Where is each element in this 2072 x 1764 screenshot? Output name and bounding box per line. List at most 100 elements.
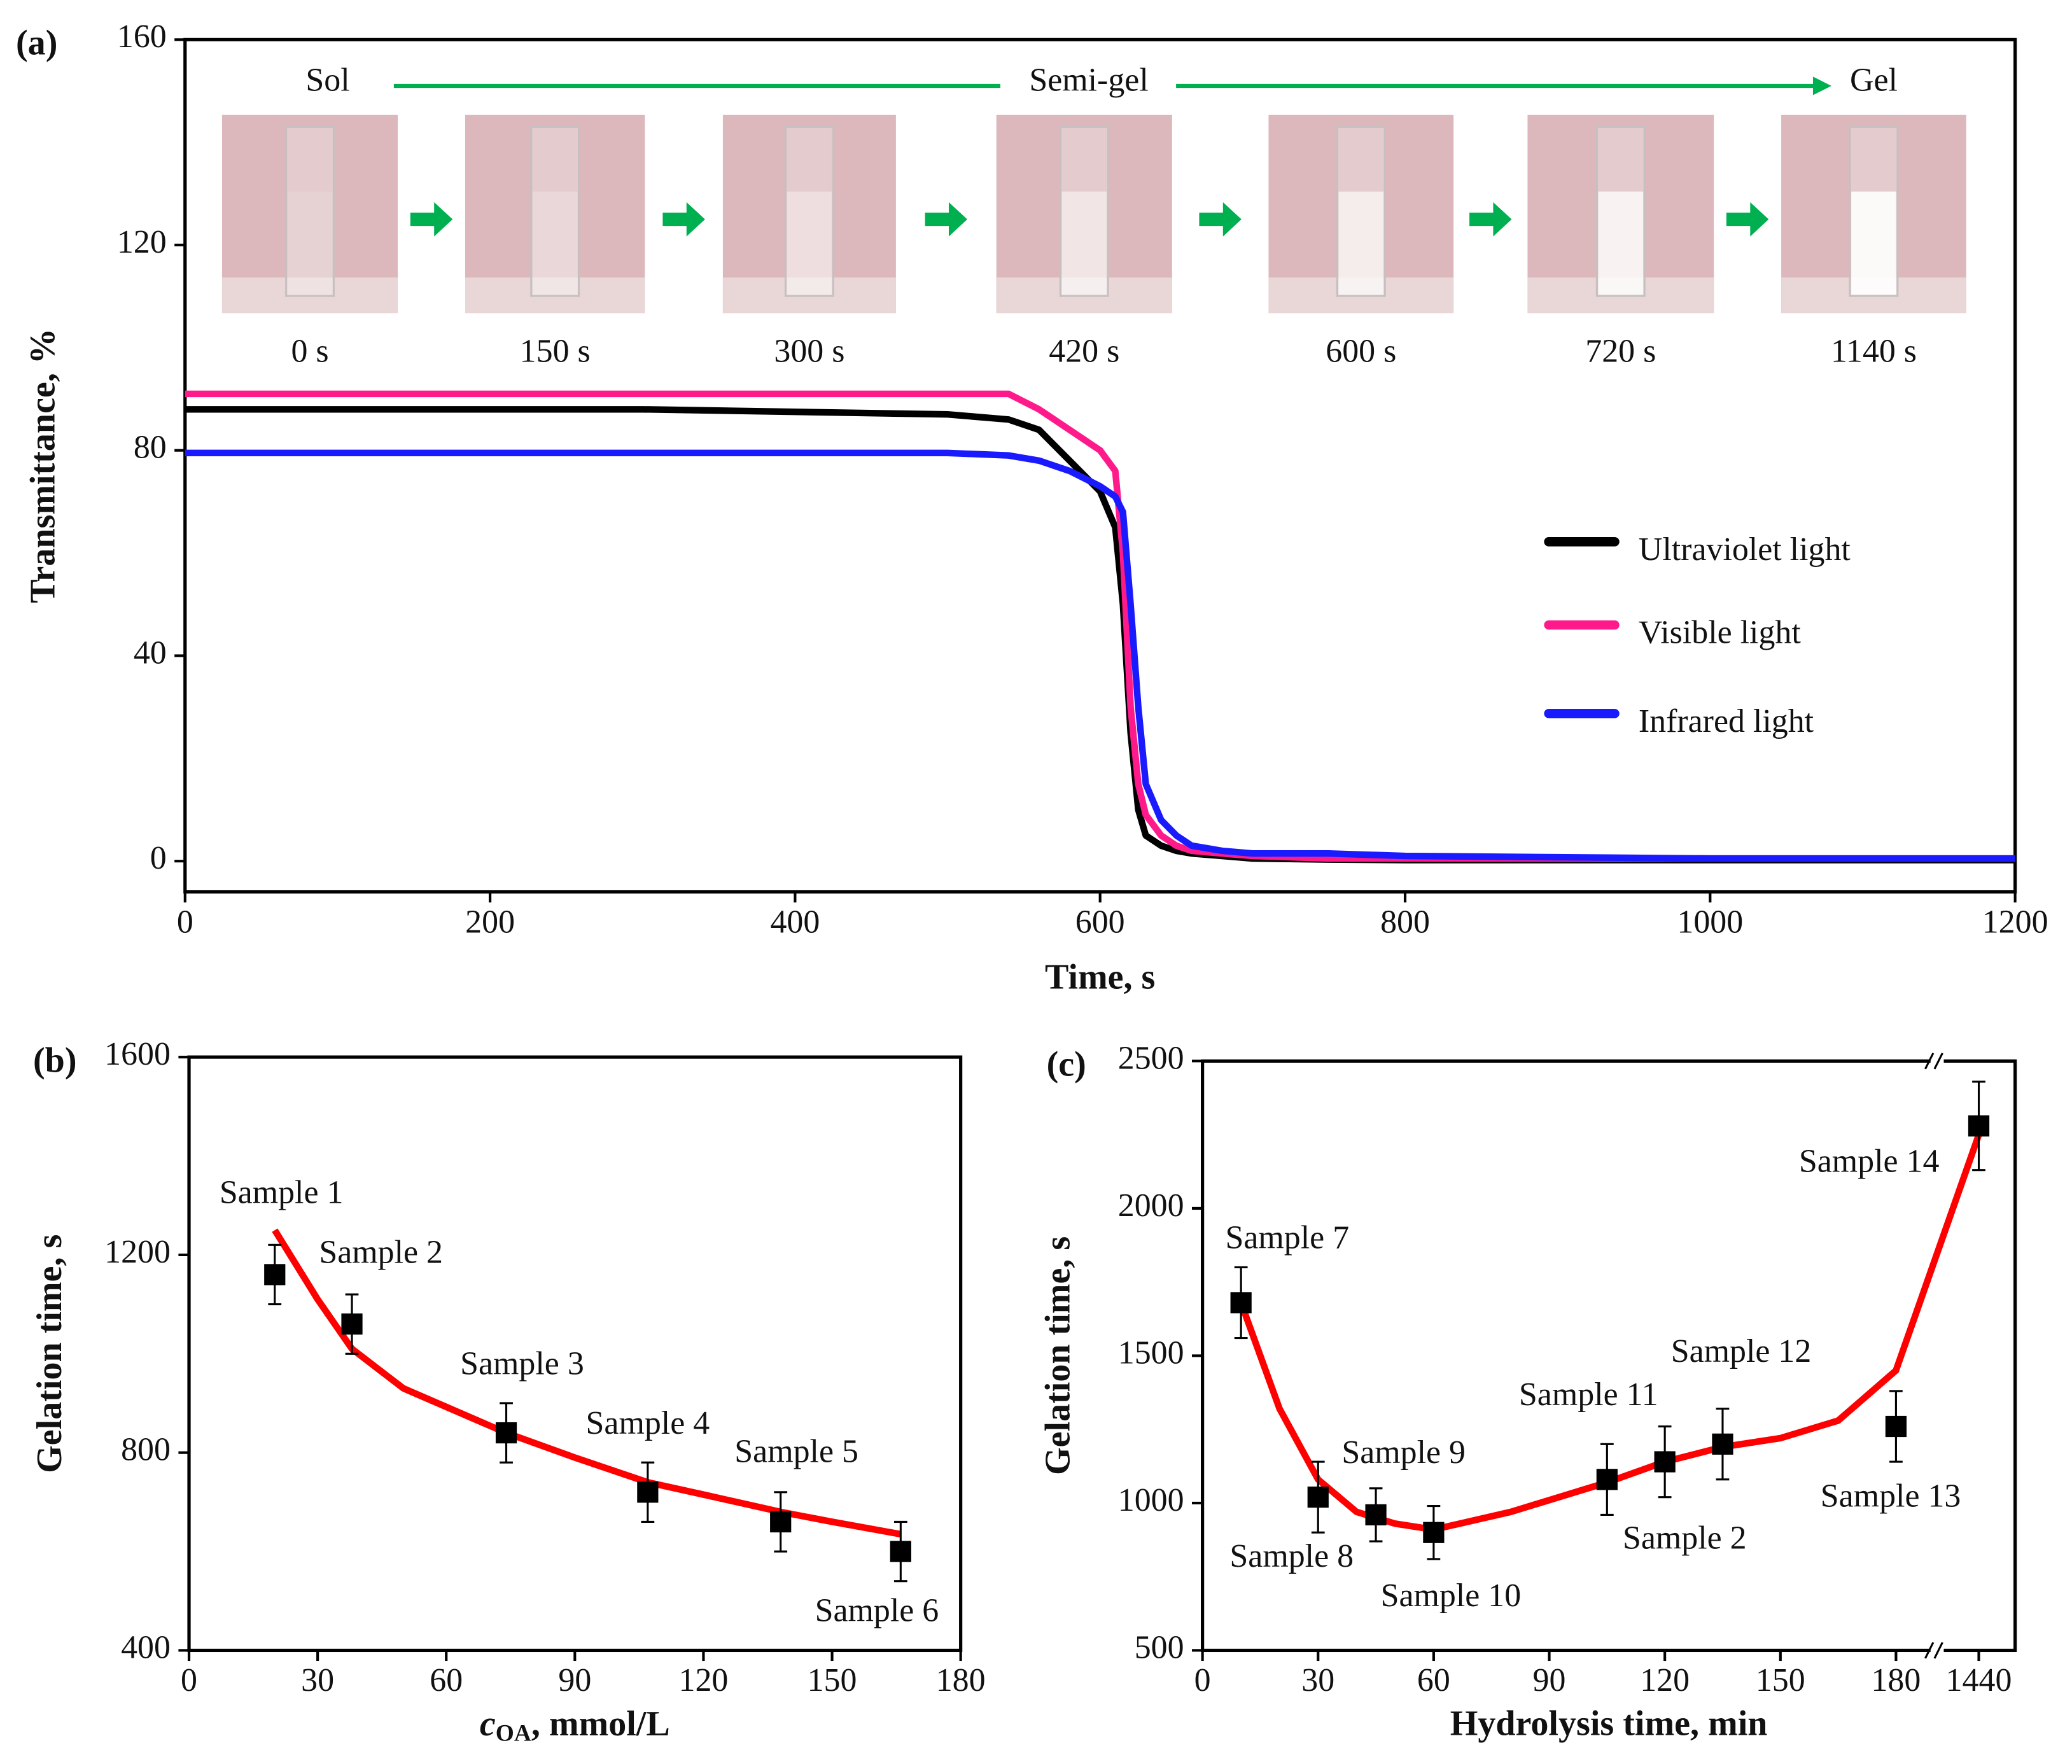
- x-tick-label: 60: [1417, 1662, 1450, 1698]
- y-tick-label: 0: [150, 840, 167, 876]
- x-tick-label: 150: [808, 1662, 857, 1698]
- sample-label: Sample 8: [1229, 1538, 1354, 1574]
- photo-arrow: [410, 202, 453, 237]
- sample-label: Sample 7: [1226, 1219, 1350, 1256]
- sample-label: Sample 3: [460, 1346, 584, 1382]
- x-tick-label: 0: [177, 904, 193, 940]
- y-axis-label: Transmittance, %: [24, 328, 63, 603]
- sample-label: Sample 14: [1799, 1143, 1940, 1179]
- photo-label: 720 s: [1585, 333, 1656, 369]
- photo-label: 300 s: [774, 333, 844, 369]
- photo-arrow: [925, 202, 968, 237]
- data-point: [495, 1422, 517, 1444]
- photo-arrow: [1469, 202, 1512, 237]
- data-point: [1968, 1115, 1990, 1137]
- y-tick-label: 2000: [1118, 1187, 1184, 1224]
- axis-break-mark: [1924, 1053, 1935, 1070]
- data-point: [637, 1481, 659, 1503]
- x-tick-label: 30: [301, 1662, 334, 1698]
- x-tick-label: 1200: [1982, 904, 2048, 940]
- sample-label: Sample 5: [734, 1433, 858, 1469]
- data-point: [1596, 1469, 1618, 1490]
- photo-label: 150 s: [520, 333, 591, 369]
- x-tick-label: 180: [1871, 1662, 1921, 1698]
- sample-label: Sample 2: [1623, 1520, 1747, 1557]
- x-tick-label: 60: [430, 1662, 463, 1698]
- y-tick-label: 400: [121, 1629, 171, 1665]
- x-tick-label: 90: [558, 1662, 591, 1698]
- photo-vial-content: [1061, 192, 1107, 295]
- panel-label: (c): [1047, 1045, 1086, 1084]
- data-point: [1423, 1522, 1445, 1543]
- x-axis-label: cOA, mmol/L: [480, 1704, 670, 1746]
- y-tick-label: 1500: [1118, 1334, 1184, 1371]
- sample-label: Sample 1: [220, 1174, 344, 1210]
- sample-label: Sample 12: [1671, 1333, 1812, 1369]
- y-tick-label: 500: [1135, 1629, 1184, 1665]
- photo-arrow: [1199, 202, 1242, 237]
- stage-arrow-head: [1812, 76, 1831, 95]
- y-axis-label: Gelation time, s: [1038, 1236, 1077, 1475]
- data-point: [1307, 1487, 1329, 1508]
- x-tick-label: 800: [1380, 904, 1430, 940]
- panel-label: (b): [33, 1040, 76, 1080]
- x-tick-label: 200: [465, 904, 515, 940]
- y-tick-label: 160: [117, 18, 167, 55]
- stage-label: Semi-gel: [1029, 62, 1148, 99]
- data-point: [1712, 1433, 1733, 1455]
- y-tick-label: 120: [117, 224, 167, 260]
- axis-break-mark: [1924, 1642, 1935, 1659]
- data-point: [890, 1541, 911, 1562]
- data-point: [770, 1511, 792, 1533]
- sample-label: Sample 6: [815, 1593, 939, 1629]
- data-point: [1365, 1504, 1387, 1526]
- stage-label: Sol: [305, 62, 349, 99]
- y-tick-label: 40: [134, 634, 167, 671]
- x-axis-unit: , mmol/L: [531, 1704, 670, 1744]
- photo-label: 1140 s: [1831, 333, 1917, 369]
- photo-vial-content: [1338, 192, 1384, 295]
- axis-break-mark: [1933, 1642, 1943, 1659]
- y-tick-label: 1600: [104, 1036, 171, 1072]
- stage-label: Gel: [1850, 62, 1898, 99]
- data-point: [1654, 1451, 1676, 1473]
- photo-label: 600 s: [1326, 333, 1396, 369]
- x-tick-label: 1000: [1677, 904, 1743, 940]
- y-tick-label: 1200: [104, 1234, 171, 1270]
- y-tick-label: 1000: [1118, 1482, 1184, 1518]
- photo-vial: [784, 125, 834, 297]
- sample-label: Sample 10: [1381, 1578, 1522, 1614]
- x-tick-label: 120: [679, 1662, 729, 1698]
- legend-label: Infrared light: [1639, 703, 1814, 739]
- photo-vial: [285, 125, 335, 297]
- x-axis-label: Hydrolysis time, min: [1450, 1704, 1768, 1744]
- axis-break-mark: [1933, 1053, 1943, 1070]
- y-axis-label: Gelation time, s: [30, 1235, 69, 1473]
- y-tick-label: 80: [134, 430, 167, 466]
- photo-vial: [530, 125, 580, 297]
- photo-vial-content: [1598, 192, 1644, 295]
- x-tick-label: 0: [181, 1662, 197, 1698]
- fit-curve: [272, 1228, 902, 1538]
- x-tick-label: 150: [1756, 1662, 1805, 1698]
- line-series: [185, 449, 2015, 862]
- fit-curve: [1238, 1133, 1982, 1533]
- photo-arrow: [662, 202, 705, 237]
- data-point: [1885, 1415, 1907, 1438]
- sample-label: Sample 11: [1519, 1376, 1658, 1413]
- y-tick-label: 800: [121, 1432, 171, 1468]
- x-tick-label: 0: [1194, 1662, 1211, 1698]
- x-tick-label: 120: [1640, 1662, 1690, 1698]
- data-point: [264, 1264, 286, 1285]
- data-point: [1230, 1292, 1252, 1313]
- x-axis-symbol: c: [480, 1704, 496, 1744]
- sample-label: Sample 9: [1341, 1434, 1466, 1471]
- legend-label: Visible light: [1639, 615, 1802, 651]
- sample-label: Sample 4: [586, 1405, 710, 1441]
- photo-vial-content: [1851, 192, 1896, 295]
- x-tick-label: 600: [1075, 904, 1125, 940]
- x-tick-label: 90: [1533, 1662, 1566, 1698]
- photo-vial-content: [787, 192, 832, 295]
- legend-label: Ultraviolet light: [1639, 531, 1851, 568]
